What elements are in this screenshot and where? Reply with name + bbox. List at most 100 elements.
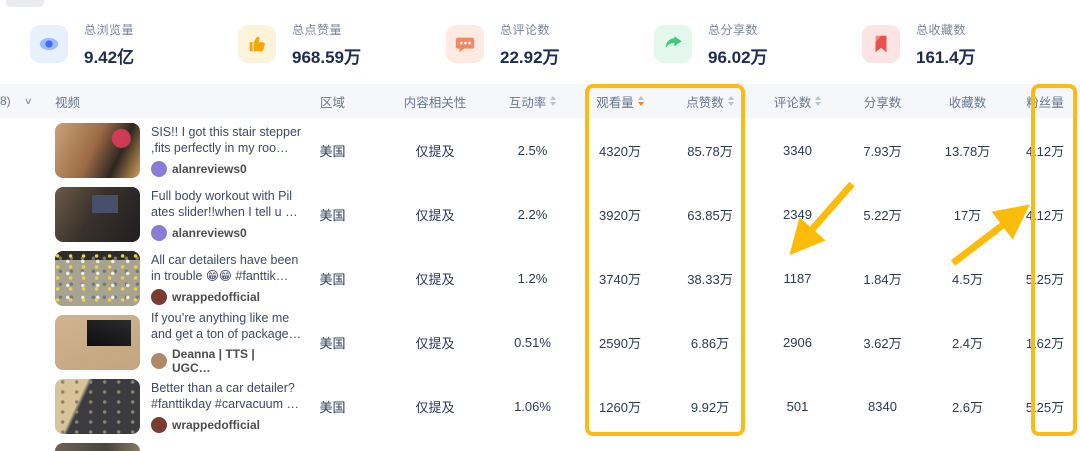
stat-value: 161.4万 — [916, 47, 976, 67]
video-title-line2[interactable]: and get a ton of package… — [151, 327, 302, 341]
video-title-line2[interactable]: in trouble 😁😁 #fanttik… — [151, 268, 289, 283]
truncated-top-element — [6, 0, 44, 7]
author-avatar[interactable] — [151, 288, 167, 305]
video-title-line2[interactable]: #fanttikday #carvacuum … — [151, 396, 299, 411]
author-name[interactable]: alanreviews0 — [172, 161, 247, 176]
relevance-cell: 仅提及 — [415, 207, 455, 223]
favorites-cell: 4.5万 — [951, 271, 984, 287]
stat-card: 总评论数 22.92万 — [446, 12, 654, 76]
author-name[interactable]: alanreviews0 — [172, 225, 247, 240]
stat-value: 96.02万 — [708, 47, 768, 67]
relevance-cell: 仅提及 — [415, 271, 455, 287]
video-title-line1[interactable]: Better than a car detailer? — [151, 380, 295, 395]
likes-cell: 63.85万 — [687, 207, 733, 223]
engagement-cell: 2.5% — [517, 142, 548, 158]
table-row[interactable]: If you’re anything like me and get a ton… — [0, 310, 1080, 375]
column-header-followers: 粉丝量 — [1026, 95, 1064, 110]
column-header-engagement[interactable]: 互动率 — [490, 92, 575, 111]
region-cell: 美国 — [319, 336, 346, 351]
column-header-region: 区域 — [319, 95, 345, 110]
author-name[interactable]: wrappedofficial — [172, 289, 261, 304]
region-cell: 美国 — [319, 271, 346, 287]
column-header-likes[interactable]: 点赞数 — [665, 92, 755, 111]
likes-cell: 85.78万 — [687, 143, 733, 159]
table-row[interactable]: SIS!! I got this stair stepper ,fits per… — [0, 118, 1080, 182]
sort-icon-active-desc[interactable] — [637, 96, 644, 106]
engagement-cell: 0.51% — [514, 335, 551, 350]
sort-icon[interactable] — [550, 96, 557, 106]
column-header-relevance: 内容相关性 — [403, 95, 467, 110]
stat-label: 总评论数 — [500, 22, 551, 37]
video-title-line1[interactable]: If you’re anything like me — [151, 311, 290, 325]
video-thumbnail[interactable] — [55, 122, 140, 178]
shares-cell: 8340 — [868, 398, 897, 414]
followers-cell: 1.62万 — [1025, 336, 1065, 351]
thumbs-up-icon — [238, 25, 276, 63]
video-cell[interactable]: If you’re anything like me and get a ton… — [0, 310, 302, 375]
table-row[interactable]: Better than a car detailer? #fanttikday … — [0, 374, 1080, 438]
comments-cell: 501 — [786, 398, 809, 414]
video-title-line1[interactable]: Full body workout with Pil — [151, 188, 293, 203]
video-cell[interactable]: All car detailers have been in trouble 😁… — [0, 250, 299, 306]
table-body: SIS!! I got this stair stepper ,fits per… — [0, 118, 1080, 438]
stat-value: 968.59万 — [292, 47, 361, 67]
video-title-line2[interactable]: ,fits perfectly in my roo… — [151, 140, 289, 155]
likes-cell: 9.92万 — [690, 399, 730, 415]
views-cell: 3920万 — [599, 207, 641, 223]
summary-stats-row: 总浏览量 9.42亿 总点赞量 968.59万 总评论数 22.92万 总分享数… — [30, 12, 1070, 76]
table-row[interactable]: All car detailers have been in trouble 😁… — [0, 246, 1080, 310]
bookmark-icon — [862, 25, 900, 63]
sort-icon[interactable] — [727, 96, 734, 106]
video-cell[interactable]: Better than a car detailer? #fanttikday … — [0, 378, 299, 434]
likes-cell: 38.33万 — [687, 271, 733, 287]
author-avatar[interactable] — [151, 224, 167, 241]
engagement-cell: 1.2% — [517, 270, 548, 286]
views-cell: 4320万 — [599, 143, 641, 159]
column-header-video: 视频 — [55, 95, 81, 110]
author-avatar[interactable] — [151, 160, 167, 177]
table-row[interactable]: Full body workout with Pil ates slider!!… — [0, 182, 1080, 246]
column-header-views[interactable]: 观看量 — [575, 92, 665, 111]
shares-cell: 1.84万 — [863, 271, 902, 287]
views-cell: 1260万 — [599, 399, 641, 415]
video-title-line1[interactable]: SIS!! I got this stair stepper — [151, 124, 302, 139]
stat-value: 9.42亿 — [84, 47, 135, 67]
stat-card: 总收藏数 161.4万 — [862, 12, 1070, 76]
table-header: 8) ∨ 视频 区域 内容相关性 互动率 观看量 点赞数 评论数 分享数 收藏数… — [0, 84, 1080, 118]
favorites-cell: 2.4万 — [951, 336, 984, 351]
video-title-line1[interactable]: All car detailers have been — [151, 252, 299, 267]
truncated-filter-label[interactable]: 8) — [0, 94, 11, 108]
chevron-down-icon[interactable]: ∨ — [23, 95, 33, 106]
views-cell: 3740万 — [599, 271, 641, 287]
relevance-cell: 仅提及 — [415, 399, 455, 415]
column-header-comments[interactable]: 评论数 — [755, 92, 840, 111]
author-name[interactable]: wrappedofficial — [172, 417, 261, 432]
stat-label: 总点赞量 — [292, 22, 343, 37]
relevance-cell: 仅提及 — [415, 336, 455, 351]
author-avatar[interactable] — [151, 416, 167, 433]
engagement-cell: 1.06% — [514, 398, 551, 414]
sort-icon[interactable] — [815, 96, 822, 106]
video-thumbnail[interactable] — [55, 315, 140, 370]
favorites-cell: 17万 — [953, 207, 982, 223]
author-avatar[interactable] — [151, 353, 167, 369]
column-header-favorites: 收藏数 — [948, 95, 987, 110]
stat-value: 22.92万 — [500, 47, 560, 67]
author-name[interactable]: Deanna | TTS | UGC… — [172, 347, 255, 375]
shares-cell: 7.93万 — [863, 143, 902, 159]
stat-card: 总点赞量 968.59万 — [238, 12, 446, 76]
partial-next-row-thumbnail — [55, 443, 140, 451]
likes-cell: 6.86万 — [690, 336, 730, 351]
video-cell[interactable]: SIS!! I got this stair stepper ,fits per… — [0, 122, 302, 178]
followers-cell: 4.12万 — [1025, 207, 1065, 223]
comments-cell: 3340 — [783, 142, 812, 158]
video-thumbnail[interactable] — [55, 250, 140, 306]
video-thumbnail[interactable] — [55, 186, 140, 242]
stat-label: 总分享数 — [708, 22, 759, 37]
video-thumbnail[interactable] — [55, 378, 140, 434]
favorites-cell: 13.78万 — [944, 143, 991, 159]
video-title-line2[interactable]: ates slider!!when I tell u … — [151, 204, 298, 219]
stat-label: 总浏览量 — [84, 22, 135, 37]
video-cell[interactable]: Full body workout with Pil ates slider!!… — [0, 186, 298, 242]
column-header-shares: 分享数 — [863, 95, 902, 110]
